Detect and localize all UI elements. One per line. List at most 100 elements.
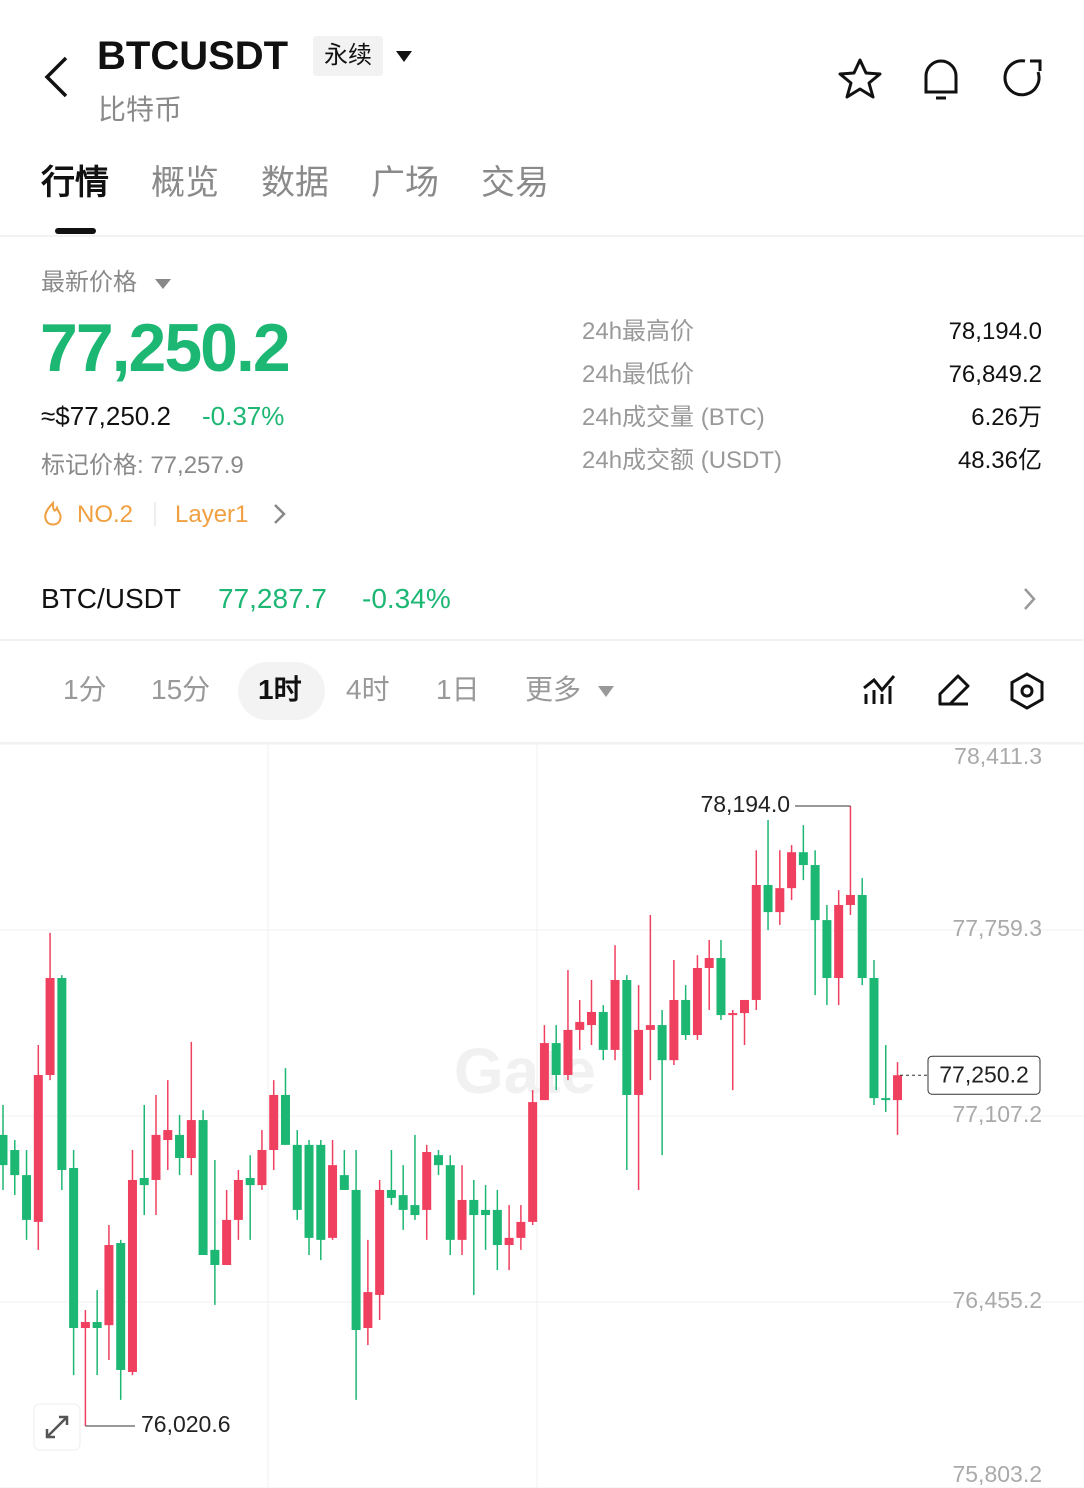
y-tick-label: 77,107.2 (952, 1101, 1042, 1127)
candle-body (410, 1205, 420, 1216)
candle-body (516, 1221, 526, 1238)
timeframe[interactable]: 更多 (525, 674, 582, 705)
indicator-icon[interactable] (863, 675, 896, 704)
change: -0.37% (202, 401, 285, 431)
candle-body (845, 894, 855, 905)
candle-body (233, 1179, 243, 1220)
candle-body (787, 852, 797, 889)
candle-body (222, 1219, 232, 1265)
tab[interactable]: 交易 (481, 164, 549, 202)
tab[interactable]: 行情 (41, 164, 109, 202)
y-tick-label: 76,455.2 (952, 1287, 1042, 1313)
candle-body (810, 865, 820, 921)
settings-icon[interactable] (1010, 672, 1044, 710)
candle-body (186, 1120, 196, 1159)
stat-label: 24h最高价 (582, 318, 695, 345)
candle-body (22, 1175, 32, 1220)
candle-body (104, 1245, 114, 1326)
expand-button[interactable] (33, 1403, 81, 1451)
tab[interactable]: 数据 (261, 164, 329, 202)
candle-body (245, 1177, 255, 1186)
candle-body (822, 920, 832, 979)
bell-icon[interactable] (924, 59, 958, 100)
timeframe-selected[interactable] (238, 662, 325, 720)
chevron-icon[interactable] (1024, 588, 1036, 610)
expand-icon (45, 1415, 69, 1439)
timeframe[interactable]: 4时 (346, 674, 390, 705)
candle-body (92, 1322, 102, 1329)
star-icon[interactable] (838, 58, 882, 99)
tab[interactable]: 概览 (151, 164, 219, 202)
candle-body (363, 1292, 373, 1329)
candle-body (351, 1189, 361, 1331)
rank[interactable]: NO.2 (77, 501, 134, 528)
stat-value: 78,194.0 (948, 318, 1042, 345)
candle-body (386, 1189, 396, 1198)
candle-body (80, 1322, 90, 1329)
stat-label: 24h最低价 (582, 361, 695, 388)
contract-chip[interactable]: 永续 (313, 36, 383, 76)
candle-body (328, 1165, 338, 1238)
candle-body (763, 885, 773, 913)
candle-body (563, 1029, 573, 1075)
candle-body (375, 1189, 385, 1295)
candle-body (292, 1144, 302, 1210)
low-label: 76,020.6 (141, 1411, 231, 1437)
candle-body (57, 978, 67, 1170)
mark-price: 标记价格: 77,257.9 (41, 452, 244, 479)
sector[interactable]: Layer1 (175, 501, 249, 528)
candle-body (681, 999, 691, 1036)
candle-body (198, 1120, 208, 1255)
last-price-box (927, 1055, 1041, 1095)
chevron-icon[interactable] (274, 504, 286, 524)
timeframe[interactable]: 15分 (151, 674, 211, 705)
dropdown-icon[interactable] (598, 686, 614, 697)
candle-body (740, 999, 750, 1014)
timeframe[interactable]: 1时 (258, 674, 302, 705)
price-label[interactable]: 最新价格 (41, 269, 137, 296)
candle-body (257, 1150, 267, 1186)
fire-icon (44, 500, 62, 526)
candle-body (10, 1150, 20, 1176)
spot-pair[interactable]: BTC/USDT (41, 583, 181, 614)
high-label: 78,194.0 (700, 791, 790, 817)
timeframe[interactable]: 1分 (63, 674, 107, 705)
candle-body (610, 979, 620, 1050)
candle-body (575, 1021, 585, 1030)
usd-price: ≈$77,250.2 (41, 401, 171, 431)
candle-body (539, 1043, 549, 1101)
candle-body (634, 1029, 644, 1095)
candle-body (469, 1199, 479, 1216)
stat-value: 48.36亿 (957, 447, 1042, 474)
icons (0, 51, 1084, 744)
candle-body (304, 1144, 314, 1238)
candle-body (163, 1130, 173, 1141)
tab[interactable]: 广场 (371, 164, 439, 202)
candle-body (69, 1167, 79, 1329)
candle-body (728, 1013, 738, 1016)
last-price: 77,250.2 (40, 310, 291, 386)
candlestick-chart: Gate 78,411.3 77,759.3 77,107.2 76,455.2 75,… (0, 744, 1084, 1488)
candle-body (457, 1199, 467, 1240)
dropdown-icon[interactable] (396, 51, 412, 62)
candle-body (798, 852, 808, 866)
candle-body (834, 904, 844, 979)
candle-body (528, 1102, 538, 1222)
candle-body (857, 894, 867, 979)
y-tick-label: 77,759.3 (952, 915, 1042, 941)
tab-underline (55, 228, 96, 234)
candle-body (210, 1249, 220, 1265)
stat-value: 76,849.2 (948, 361, 1042, 388)
candle-body (598, 1011, 608, 1050)
last-price-label: 77,250.2 (939, 1061, 1029, 1087)
candle-body (622, 979, 632, 1095)
timeframe[interactable]: 1日 (436, 674, 480, 705)
refresh-icon[interactable] (1003, 59, 1042, 97)
draw-icon[interactable] (938, 674, 970, 706)
back-icon[interactable] (44, 56, 68, 98)
candle-body (127, 1179, 137, 1372)
dropdown-icon[interactable] (155, 279, 171, 289)
settings-icon-dot (1020, 684, 1034, 698)
stat-value: 6.26万 (971, 404, 1042, 431)
